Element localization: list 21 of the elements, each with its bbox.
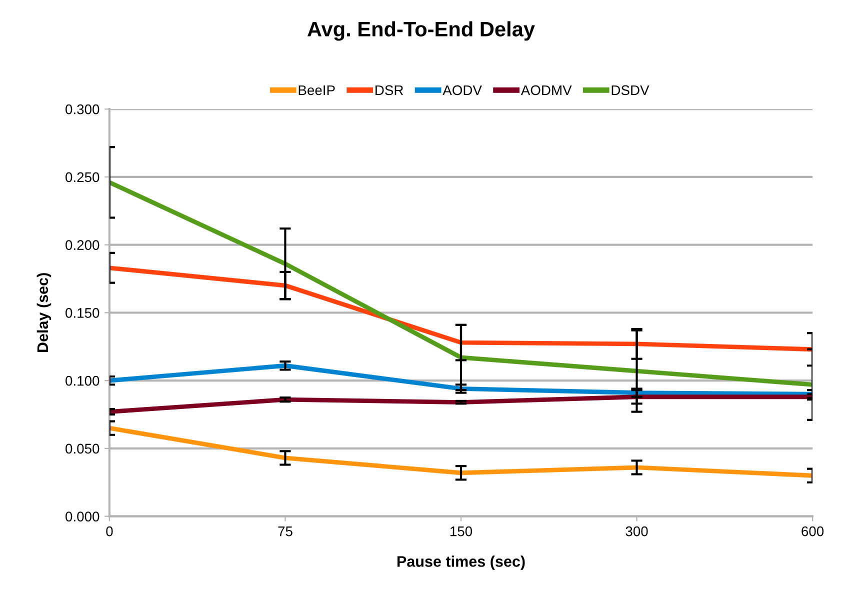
y-tick-label: 0.250 [66, 172, 100, 182]
line-series [109, 394, 813, 414]
y-axis-title: Delay (sec) [36, 273, 52, 352]
x-tick-label: 150 [450, 526, 472, 536]
legend-label: AODMV [520, 85, 572, 96]
y-tick-label: 0.000 [66, 512, 100, 522]
y-tick-label: 0.200 [66, 240, 100, 250]
y-tick-label: 0.050 [66, 444, 100, 454]
legend-label: DSR [376, 85, 404, 96]
chart-title: Avg. End-To-End Delay [308, 21, 535, 41]
legend-label: DSDV [612, 85, 650, 96]
x-tick-label: 0 [106, 526, 113, 536]
x-tick-label: 300 [626, 526, 648, 536]
legend-label: AODV [442, 85, 482, 96]
y-tick-label: 0.150 [66, 308, 100, 318]
y-tick-label: 0.300 [66, 104, 100, 114]
y-tick-label: 0.100 [66, 376, 100, 386]
x-tick-label: 75 [278, 526, 292, 536]
legend-label: BeeIP [298, 85, 335, 96]
x-axis-title: Pause times (sec) [397, 556, 525, 570]
x-tick-label: 600 [802, 526, 824, 536]
